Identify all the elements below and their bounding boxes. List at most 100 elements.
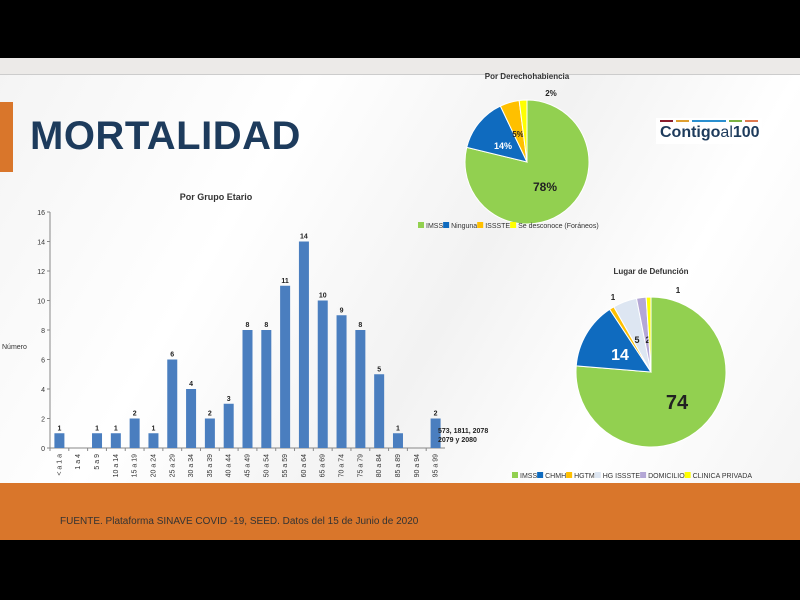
x-tick-label: 25 a 29 <box>169 454 176 477</box>
legend-swatch <box>537 472 544 478</box>
bar <box>92 433 103 448</box>
bar-value-label: 1 <box>151 425 155 432</box>
x-tick-label: 65 a 69 <box>320 454 327 477</box>
legend-label: HG ISSSTE <box>603 473 641 480</box>
pie-data-label: 2% <box>545 89 557 98</box>
x-tick-label: 5 a 9 <box>94 454 101 470</box>
legend-label: CHMH <box>545 473 566 480</box>
bar <box>336 315 347 448</box>
y-axis-label: Número <box>2 344 27 351</box>
pie-data-label: 2 <box>645 335 650 345</box>
x-tick-label: 80 a 84 <box>376 454 383 477</box>
bar <box>392 433 403 448</box>
legend-label: Ninguna <box>451 223 477 230</box>
bar <box>280 285 291 448</box>
bar <box>204 418 215 448</box>
x-tick-label: 45 a 49 <box>245 454 252 477</box>
legend-label: HGTM <box>574 473 595 480</box>
pie-slice <box>575 296 727 448</box>
legend-swatch <box>418 222 424 228</box>
bar-chart-title: Por Grupo Etario <box>180 192 253 202</box>
bar <box>129 418 140 448</box>
pie-data-label: 14% <box>494 141 512 151</box>
bar-value-label: 2 <box>208 411 212 418</box>
bar <box>355 330 366 448</box>
x-tick-label: 1 a 4 <box>75 454 82 470</box>
legend-label: IMSS <box>426 223 443 230</box>
x-tick-label: 55 a 59 <box>282 454 289 477</box>
bar-value-label: 1 <box>57 425 61 432</box>
pie-slice <box>518 99 528 163</box>
bar-value-label: 10 <box>319 293 327 300</box>
x-tick-label: 85 a 89 <box>395 454 402 477</box>
x-tick-label: 60 a 64 <box>301 454 308 477</box>
bar <box>110 433 121 448</box>
bar <box>148 433 159 448</box>
legend-swatch <box>443 222 450 228</box>
contigo-logo: Contigoal100 <box>656 118 762 144</box>
bar <box>54 433 65 448</box>
bar-value-label: 2 <box>434 411 438 418</box>
x-tick-label: 70 a 74 <box>339 454 346 477</box>
y-tick-label: 6 <box>41 358 45 365</box>
x-tick-label: 40 a 44 <box>226 454 233 477</box>
bar-value-label: 2 <box>133 411 137 418</box>
bar <box>186 389 197 448</box>
top-strip <box>0 58 800 75</box>
bar-annotation: 2079 y 2080 <box>438 437 477 444</box>
footer-band <box>0 483 800 540</box>
bar <box>298 241 309 448</box>
legend-swatch <box>477 222 484 228</box>
bar-value-label: 8 <box>246 322 250 329</box>
bar-value-label: 4 <box>189 381 193 388</box>
pie-slice <box>645 296 652 373</box>
source-note: FUENTE. Plataforma SINAVE COVID -19, SEE… <box>60 516 419 527</box>
bar <box>223 403 234 448</box>
bar-value-label: 5 <box>377 366 381 373</box>
legend-label: CLINICA PRIVADA <box>693 473 753 480</box>
pie-data-label: 74 <box>666 392 689 414</box>
bar <box>167 359 178 448</box>
pie-data-label: 5 <box>634 335 639 345</box>
x-tick-label: 95 a 99 <box>433 454 440 477</box>
x-tick-label: 75 a 79 <box>357 454 364 477</box>
bar-value-label: 8 <box>358 322 362 329</box>
pie-data-label: 5% <box>512 130 524 139</box>
x-tick-label: 30 a 34 <box>188 454 195 477</box>
pie-title: Por Derechohabiencia <box>485 72 570 81</box>
logo-mid: al <box>720 124 733 141</box>
pie-slice <box>466 105 528 163</box>
pie-slice <box>575 308 652 373</box>
legend-swatch <box>594 472 601 478</box>
legend-swatch <box>512 472 518 478</box>
orange-accent <box>0 102 13 172</box>
legend-label: Se desconoce (Foráneos) <box>518 223 599 230</box>
x-tick-label: 50 a 54 <box>263 454 270 477</box>
bar <box>317 300 328 448</box>
legend-swatch <box>640 472 647 478</box>
pie-data-label: 1 <box>611 293 616 302</box>
bar <box>374 374 385 448</box>
bar-value-label: 1 <box>95 425 99 432</box>
bar <box>430 418 441 448</box>
pie-data-label: 78% <box>533 180 557 194</box>
bar-value-label: 9 <box>340 307 344 314</box>
y-tick-label: 4 <box>41 387 45 394</box>
legend-swatch <box>566 472 573 478</box>
logo-main: Contigo <box>660 124 721 141</box>
bar-value-label: 14 <box>300 234 308 241</box>
x-tick-label: 15 a 19 <box>132 454 139 477</box>
y-tick-label: 12 <box>37 269 45 276</box>
bar-value-label: 8 <box>264 322 268 329</box>
y-tick-label: 2 <box>41 417 45 424</box>
bar-annotation: 573, 1811, 2078 <box>438 428 488 435</box>
bar-value-label: 6 <box>170 352 174 359</box>
bar-value-label: 1 <box>114 425 118 432</box>
x-tick-label: < a 1 a <box>56 454 63 476</box>
legend-label: IMSS <box>520 473 537 480</box>
x-tick-label: 10 a 14 <box>113 454 120 477</box>
legend-swatch <box>510 222 517 228</box>
y-tick-label: 8 <box>41 328 45 335</box>
y-tick-label: 14 <box>37 240 45 247</box>
